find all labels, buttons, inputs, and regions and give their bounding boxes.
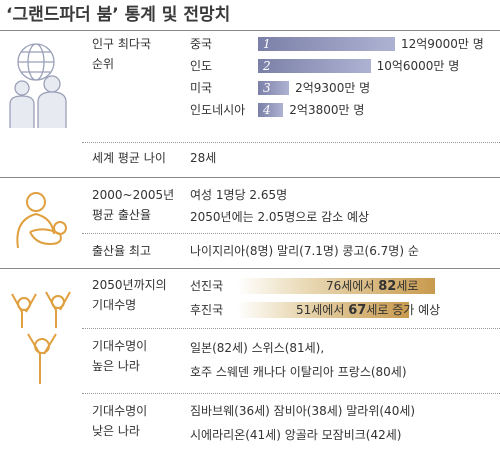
- row-label: 출산율 최고: [92, 244, 152, 258]
- people-cheer-icon: [11, 291, 71, 384]
- group: 후진국: [190, 303, 224, 317]
- population-bar: [258, 103, 284, 117]
- population-bar: [258, 81, 290, 95]
- row-label: 낮은 나라: [92, 424, 140, 438]
- row-label: 세계 평균 나이: [92, 151, 166, 165]
- life-bar: [237, 302, 409, 318]
- row-label: 기대수명이: [92, 404, 148, 418]
- row-text: 일본(82세) 스위스(81세),: [190, 341, 325, 355]
- row-text: 2050년에는 2.05명으로 감소 예상: [190, 210, 370, 224]
- row-divider: [82, 393, 500, 394]
- mother-child-icon: [16, 192, 67, 249]
- life-text: 51세에서 67세로 증가 예상: [296, 302, 440, 319]
- rank: 3: [263, 81, 271, 95]
- life-bar: [237, 278, 435, 294]
- country: 중국: [190, 37, 213, 51]
- value-label: 2억3800만 명: [289, 103, 365, 117]
- row-text: 짐바브웨(36세) 잠비아(38세) 말라위(40세): [190, 404, 416, 418]
- population-bar: [258, 59, 371, 73]
- to: 82: [378, 279, 397, 294]
- row-label: 기대수명: [92, 298, 137, 312]
- row-text: 여성 1명당 2.65명: [190, 188, 288, 202]
- life-text: 76세에서 82세로: [326, 278, 418, 295]
- value-label: 12억9000만 명: [401, 37, 484, 51]
- group: 선진국: [190, 279, 224, 293]
- divider: [0, 177, 500, 178]
- row-label: 높은 나라: [92, 359, 140, 373]
- row-divider: [82, 142, 500, 143]
- row-text: 시에라리온(41세) 앙골라 모잠비크(42세): [190, 428, 402, 442]
- row-label: 2050년까지의: [92, 278, 167, 292]
- divider: [0, 268, 500, 269]
- population-bar: [258, 37, 395, 51]
- row-divider: [82, 328, 500, 329]
- suffix: 세로 증가 예상: [366, 303, 441, 317]
- row-label: 평균 출산율: [92, 208, 152, 222]
- rank: 2: [263, 59, 271, 73]
- suffix: 세로: [396, 279, 419, 293]
- title: ‘그랜드파더 붐’ 통계 및 전망치: [6, 5, 231, 25]
- from: 51세에서: [296, 303, 345, 317]
- country: 인도네시아: [190, 103, 246, 117]
- value-label: 2억9300만 명: [295, 81, 371, 95]
- row-label: 기대수명이: [92, 339, 148, 353]
- country: 인도: [190, 59, 213, 73]
- row-label: 2000~2005년: [92, 188, 175, 202]
- rank: 1: [263, 37, 271, 51]
- row-value: 28세: [190, 151, 217, 165]
- rank: 4: [263, 103, 271, 117]
- divider: [0, 30, 500, 31]
- value-label: 10억6000만 명: [376, 59, 460, 73]
- row-label: 인구 최다국: [92, 37, 152, 51]
- row-text: 나이지리아(8명) 말리(7.1명) 콩고(6.7명) 순: [190, 244, 419, 258]
- country: 미국: [190, 81, 213, 95]
- row-label: 순위: [92, 57, 115, 71]
- row-divider: [82, 233, 500, 234]
- people-globe-icon: [9, 43, 67, 128]
- to: 67: [348, 303, 367, 318]
- row-text: 호주 스웨덴 캐나다 이탈리아 프랑스(80세): [190, 365, 407, 379]
- from: 76세에서: [326, 279, 375, 293]
